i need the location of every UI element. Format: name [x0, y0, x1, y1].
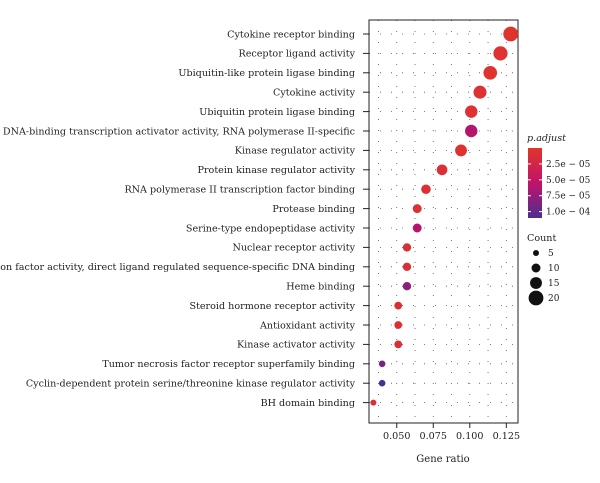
category-label: Antioxidant activity [259, 320, 356, 331]
category-label: Cytokine activity [273, 88, 356, 99]
data-point [378, 360, 386, 368]
data-point [370, 399, 377, 406]
category-label: Kinase regulator activity [235, 146, 356, 157]
x-tick-label: 0.100 [456, 431, 483, 442]
category-label: Serine-type endopeptidase activity [186, 223, 356, 234]
data-point [455, 144, 467, 157]
color-legend-ticks: 2.5e − 05 5.0e − 05 7.5e − 05 1.0e − 04 [528, 160, 591, 218]
data-point [402, 262, 412, 271]
data-point [473, 85, 487, 99]
color-legend-title: p.adjust [527, 133, 566, 144]
category-label: Steroid hormone receptor activity [189, 301, 355, 312]
category-label: Receptor ligand activity [238, 49, 355, 60]
data-point [483, 65, 498, 80]
category-label: DNA-binding transcription activator acti… [3, 126, 355, 137]
size-legend-dot [528, 290, 544, 306]
size-legend-label: 10 [548, 264, 560, 274]
size-legend-dot [530, 277, 542, 289]
plot-panel-border [368, 19, 519, 424]
y-axis-labels: Cytokine receptor binding Receptor ligand… [0, 29, 369, 409]
category-label: Cyclin-dependent protein serine/threonin… [26, 379, 356, 390]
x-tick-label: 0.050 [383, 431, 410, 442]
category-label: Transcription factor activity, direct li… [0, 262, 355, 273]
x-axis-title: Gene ratio [416, 454, 469, 465]
category-label: Protease binding [272, 204, 355, 215]
data-point [436, 164, 448, 176]
x-tick-label: 0.125 [493, 431, 520, 442]
points-layer [370, 26, 519, 406]
data-point [412, 223, 422, 233]
category-label: Nuclear receptor activity [232, 243, 355, 254]
data-point [412, 204, 422, 214]
data-point [421, 184, 431, 194]
category-label: Ubiquitin protein ligase binding [199, 107, 355, 118]
data-point [378, 379, 386, 387]
data-point [465, 105, 478, 118]
category-label: Protein kinase regulator activity [198, 165, 356, 176]
size-legend-label: 5 [548, 249, 554, 259]
size-legend-label: 20 [548, 294, 560, 304]
color-legend-label: 1.0e − 04 [546, 208, 591, 218]
data-point [402, 243, 412, 252]
category-label: Kinase activator activity [237, 340, 356, 351]
color-legend-bar [528, 148, 542, 218]
size-legend-label: 15 [548, 279, 560, 289]
grid-layer [369, 20, 518, 423]
category-label: BH domain binding [261, 398, 355, 409]
data-point [394, 321, 403, 329]
size-legend-title: Count [527, 233, 556, 244]
category-label: Ubiquitin-like protein ligase binding [178, 68, 355, 79]
data-point [394, 301, 403, 310]
category-label: RNA polymerase II transcription factor b… [124, 185, 355, 196]
x-axis: 0.050 0.075 0.100 0.125 [383, 423, 520, 442]
data-point [465, 124, 478, 138]
data-point [493, 46, 508, 61]
size-legend: Count 5 10 15 20 [527, 233, 560, 306]
size-legend-dot [531, 263, 541, 273]
color-legend: p.adjust 2.5e − 05 5.0e − 05 7.5e − 05 1.0e… [527, 133, 591, 218]
size-legend-dot [533, 250, 539, 256]
category-label: Tumor necrosis factor receptor superfami… [102, 359, 355, 370]
data-point [394, 340, 403, 349]
size-legend-items: 5 10 15 20 [528, 249, 560, 306]
color-legend-label: 2.5e − 05 [546, 160, 591, 170]
data-point [503, 26, 519, 42]
color-legend-label: 5.0e − 05 [546, 176, 591, 186]
data-point [402, 282, 412, 291]
x-tick-label: 0.075 [420, 431, 447, 442]
color-legend-label: 7.5e − 05 [546, 192, 591, 202]
category-label: Cytokine receptor binding [227, 29, 355, 40]
category-label: Heme binding [286, 282, 355, 293]
